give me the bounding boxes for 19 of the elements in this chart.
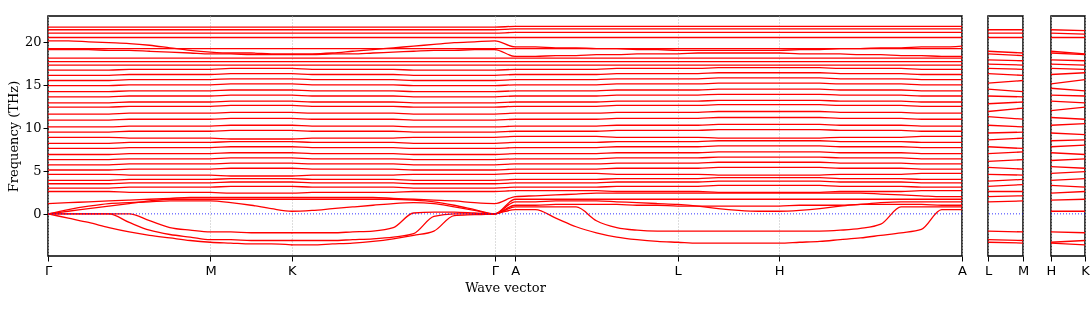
x-tick-label: K bbox=[1081, 262, 1091, 278]
y-tick-label: 20 bbox=[24, 34, 42, 50]
y-tick-label: 15 bbox=[24, 77, 42, 93]
x-axis-title: Wave vector bbox=[465, 279, 547, 295]
x-tick-label: M bbox=[205, 262, 217, 278]
x-tick-label: Γ bbox=[44, 262, 53, 278]
y-tick-label: 5 bbox=[33, 163, 42, 179]
x-tick-label: A bbox=[511, 262, 521, 278]
x-tick-label: H bbox=[774, 262, 785, 278]
y-axis-title: Frequency (THz) bbox=[5, 80, 21, 193]
x-tick-label: H bbox=[1046, 262, 1057, 278]
x-tick-label: K bbox=[287, 262, 297, 278]
x-tick-label: L bbox=[984, 262, 993, 278]
y-tick-label: 0 bbox=[33, 206, 42, 222]
x-tick-label: L bbox=[674, 262, 683, 278]
y-tick-label: 10 bbox=[24, 120, 42, 136]
x-tick-label: A bbox=[958, 262, 968, 278]
x-tick-label: Γ bbox=[491, 262, 500, 278]
x-tick-label: M bbox=[1017, 262, 1030, 278]
